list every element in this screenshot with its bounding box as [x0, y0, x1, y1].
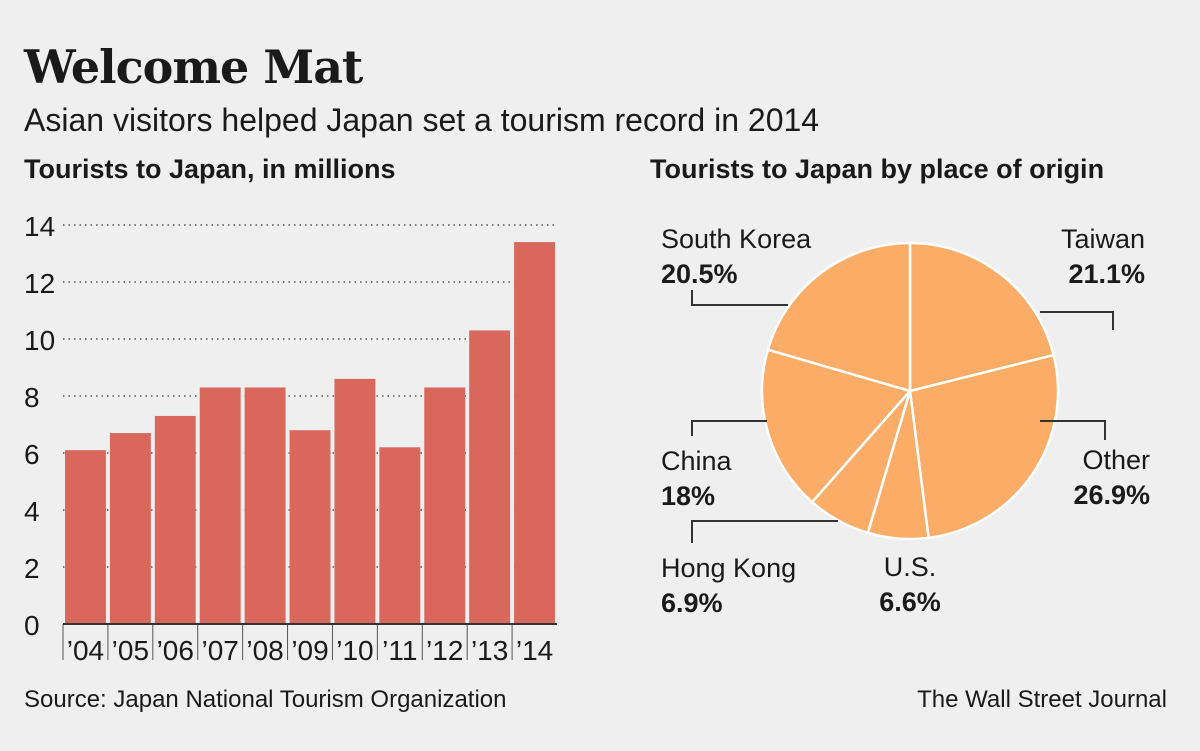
y-tick-label: 10 [24, 325, 55, 356]
pie-slice [908, 241, 1056, 393]
pie-slice [866, 390, 930, 541]
bar-chart-title: Tourists to Japan, in millions [24, 154, 396, 184]
x-tick-label: ’04 [67, 635, 104, 666]
pie-chart-title: Tourists to Japan by place of origin [650, 154, 1105, 184]
slice-label: Hong Kong [661, 553, 796, 583]
slice-label: U.S. [884, 552, 937, 582]
x-tick-label: ’11 [382, 635, 417, 666]
bar [244, 387, 286, 624]
slice-value: 6.9% [661, 588, 723, 618]
leader-line [691, 290, 788, 306]
bar [289, 430, 331, 624]
y-tick-label: 2 [24, 553, 40, 584]
slice-value: 20.5% [661, 259, 738, 289]
y-tick-label: 14 [24, 211, 55, 242]
y-tick-label: 6 [24, 439, 40, 470]
leader-line [691, 520, 838, 543]
pie-slice [810, 390, 912, 535]
y-tick-label: 8 [24, 382, 40, 413]
x-tick-label: ’10 [336, 635, 373, 666]
x-tick-label: ’14 [516, 635, 553, 666]
slice-value: 18% [661, 481, 715, 511]
slice-value: 21.1% [1068, 259, 1145, 289]
pie-slice [766, 241, 912, 393]
bar-chart: 0 2 4 6 8 10 12 14 ’04 ’05 ’06’07 ’08 ’09 ’10 ’11 ’12 ’1… [24, 211, 557, 666]
bar [379, 447, 421, 624]
leader-line [1040, 311, 1114, 330]
x-tick-label: ’06 [157, 635, 194, 666]
slice-value: 26.9% [1073, 480, 1150, 510]
source-note: Source: Japan National Tourism Organizat… [24, 686, 507, 713]
bar [334, 378, 376, 624]
pie-slice [908, 353, 1060, 540]
x-tick-label: ’13 [471, 635, 508, 666]
chart-title: Welcome Mat [24, 40, 363, 94]
slice-value: 6.6% [879, 587, 941, 617]
x-tick-label: ’08 [246, 635, 283, 666]
bar [109, 433, 151, 624]
bar [469, 330, 511, 624]
publisher-credit: The Wall Street Journal [917, 686, 1167, 713]
bar [424, 387, 466, 624]
x-tick-label: ’12 [426, 635, 463, 666]
slice-label: Taiwan [1061, 224, 1145, 254]
x-tick-label: ’05 [112, 635, 149, 666]
y-tick-label: 4 [24, 496, 40, 527]
bar [199, 387, 241, 624]
x-tick-label: ’09 [291, 635, 328, 666]
bar [514, 242, 555, 624]
leader-line [691, 420, 767, 436]
pie-slice [760, 348, 913, 504]
bar [154, 415, 196, 624]
chart-subtitle: Asian visitors helped Japan set a touris… [24, 102, 820, 138]
leader-line [1040, 420, 1106, 440]
bar [65, 450, 106, 624]
slice-label: Other [1082, 445, 1150, 475]
slice-label: China [661, 446, 733, 476]
y-tick-label: 0 [24, 610, 40, 641]
slice-label: South Korea [661, 224, 812, 254]
x-tick-label: ’07 [201, 635, 238, 666]
y-tick-label: 12 [24, 268, 55, 299]
